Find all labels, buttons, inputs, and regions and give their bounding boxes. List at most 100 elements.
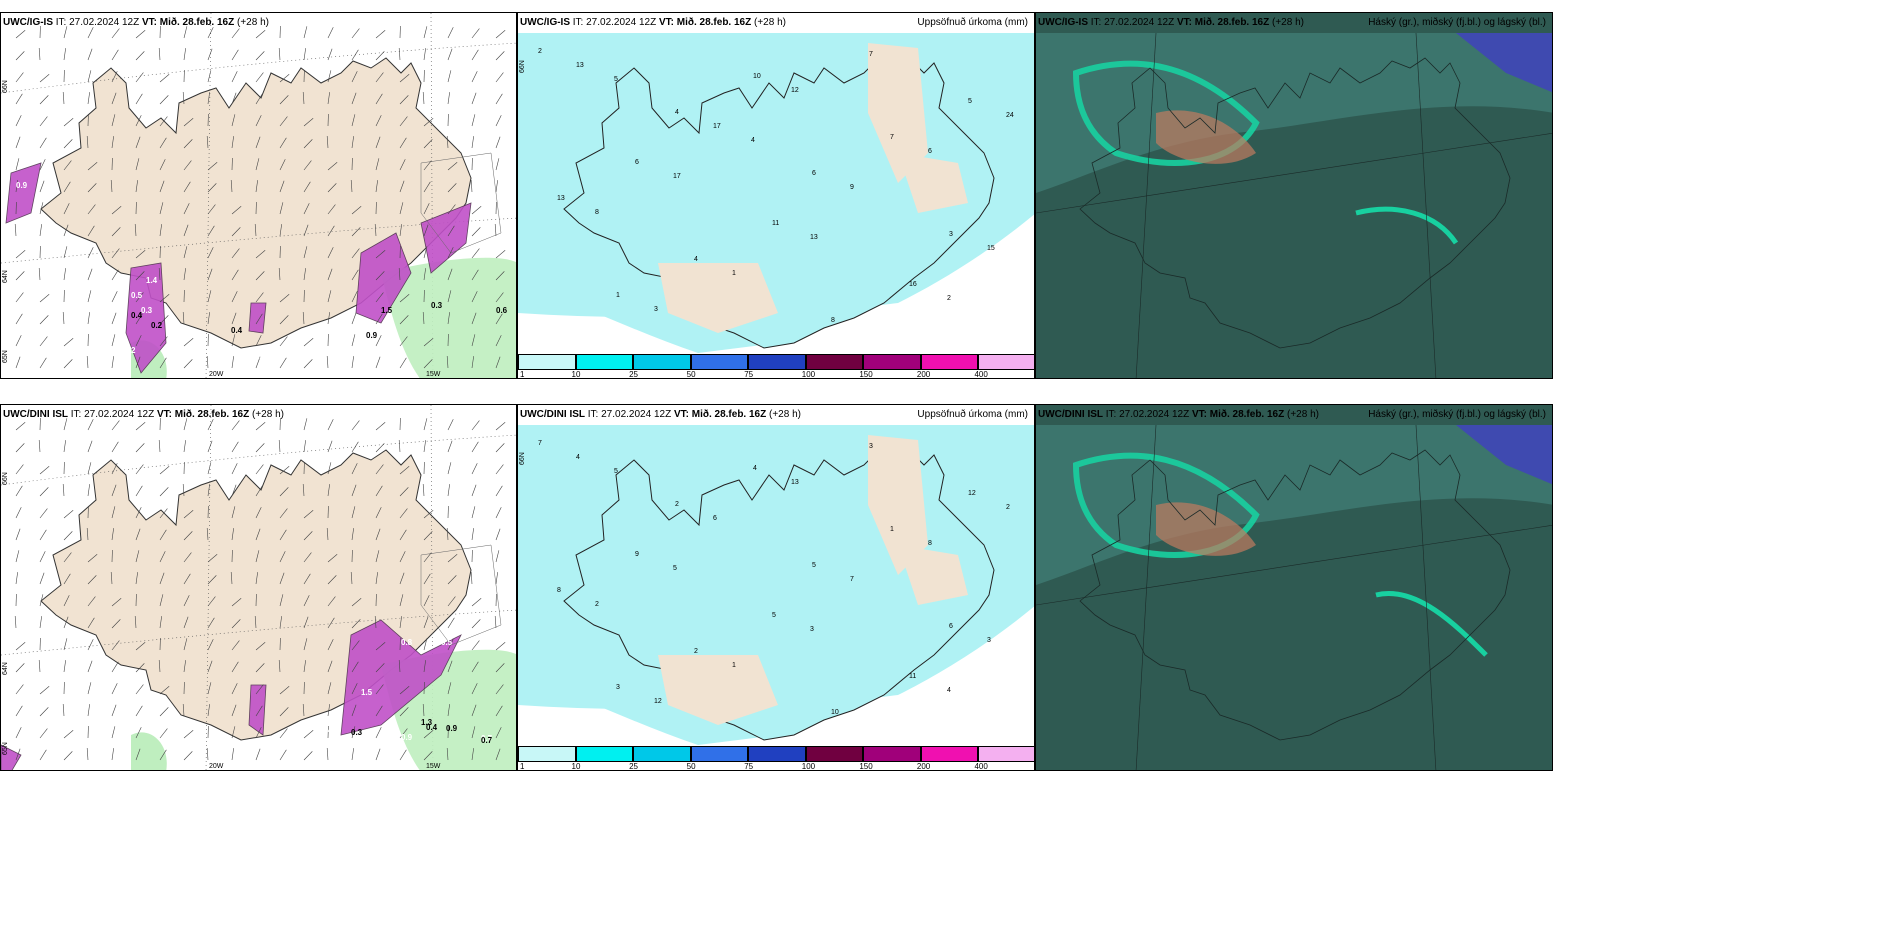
wind-barb (39, 728, 48, 739)
wind-barb (111, 136, 114, 149)
wind-barb (303, 510, 314, 519)
wind-barb (255, 271, 265, 281)
wind-barb (15, 572, 18, 585)
wind-barb (38, 440, 41, 453)
wind-barb (207, 204, 216, 215)
wind-barb (446, 356, 449, 369)
wind-barb (399, 315, 409, 325)
dry-land-area (658, 263, 778, 333)
wind-barb (183, 531, 193, 541)
wind-barb (375, 422, 386, 431)
wind-barb (230, 180, 233, 193)
wind-barb (62, 484, 65, 497)
precip-panel-top: UWC/IG-IS IT: 27.02.2024 12Z VT: Mið. 28… (517, 12, 1035, 379)
wind-barb (15, 136, 21, 149)
wind-barb (447, 268, 453, 281)
wind-barb (39, 202, 44, 215)
wind-barb (86, 748, 89, 761)
precip-green-area (381, 257, 516, 378)
wind-barb (375, 51, 385, 61)
wind-barb (423, 246, 428, 259)
wind-barb (351, 114, 356, 127)
graticule-line (1, 42, 516, 94)
wind-barb (326, 748, 329, 761)
wind-barb (279, 466, 290, 475)
wind-barb (423, 510, 434, 519)
wind-barb (63, 139, 73, 149)
wind-barb (423, 26, 428, 39)
wind-barb (39, 487, 49, 497)
wind-barb (399, 529, 407, 541)
wind-barb (327, 419, 334, 431)
panel-header: UWC/IG-IS IT: 27.02.2024 12Z VT: Mið. 28… (520, 17, 786, 28)
wind-barb (303, 751, 313, 761)
wind-barb (399, 336, 408, 347)
wind-barb (207, 268, 213, 281)
purple-band (5, 162, 42, 224)
wind-barb (471, 291, 478, 303)
wind-barb (351, 49, 359, 61)
wind-barb (471, 704, 477, 717)
wind-barb (423, 552, 432, 563)
hatch-region (420, 152, 502, 254)
wind-barb (447, 290, 452, 303)
wind-barb (87, 617, 95, 629)
wind-barb (158, 48, 161, 61)
legend-tick-label: 75 (744, 370, 754, 379)
wind-barb (399, 202, 404, 215)
wind-barb (495, 443, 505, 453)
wind-barb (135, 572, 138, 585)
wind-barb (159, 508, 168, 519)
wind-barb (374, 224, 377, 237)
wind-barb (351, 598, 362, 607)
wind-barb (255, 93, 263, 105)
wind-barb (303, 246, 308, 259)
wind-barb (62, 312, 65, 325)
precip-amount-label: 6 (949, 623, 953, 630)
wind-barb (159, 116, 168, 127)
wind-barb (279, 357, 287, 369)
precip-amount-label: 6 (812, 170, 816, 177)
wind-barb (159, 616, 162, 629)
wind-barb (495, 464, 504, 475)
wind-barb (375, 93, 383, 105)
wind-barb (423, 338, 434, 347)
wind-barb (135, 443, 145, 453)
legend-swatch (863, 746, 921, 762)
wind-barb (279, 594, 284, 607)
mid-cloud-area (1036, 33, 1552, 193)
wind-barb (255, 136, 261, 149)
wind-barb (279, 315, 289, 325)
wind-barb (471, 683, 478, 695)
value-label: 0.3 (141, 306, 153, 315)
value-label: 1.3 (421, 718, 433, 727)
wind-barb (135, 335, 142, 347)
wind-barb (279, 749, 287, 761)
wind-barb (495, 705, 503, 717)
wind-barb (446, 748, 449, 761)
lat-label: 64N (2, 662, 9, 675)
wind-barb (375, 748, 381, 761)
wind-barb (255, 684, 264, 695)
wind-barb (327, 639, 334, 651)
wind-barb (375, 292, 384, 303)
value-label: 0.2 (151, 321, 163, 330)
lon-label: 15W (426, 763, 441, 770)
wind-barb (327, 204, 336, 215)
precip-amount-label: 12 (791, 87, 799, 94)
wind-barb (135, 705, 143, 717)
wind-barb (111, 640, 120, 651)
wind-barb (447, 596, 456, 607)
wind-barb (279, 159, 286, 171)
wind-barb (375, 271, 385, 281)
precip-amount-label: 2 (947, 295, 951, 302)
precip-legend: 1 10 25 50 75 100 150 200 400 (518, 746, 1034, 770)
legend-tick-label: 400 (974, 762, 988, 771)
wind-barb (63, 595, 70, 607)
wind-barb (111, 114, 116, 127)
wind-barb (495, 550, 500, 563)
wind-barb (206, 748, 209, 761)
wind-barb (471, 441, 479, 453)
precip-amount-label: 3 (987, 637, 991, 644)
wind-barb (183, 181, 191, 193)
